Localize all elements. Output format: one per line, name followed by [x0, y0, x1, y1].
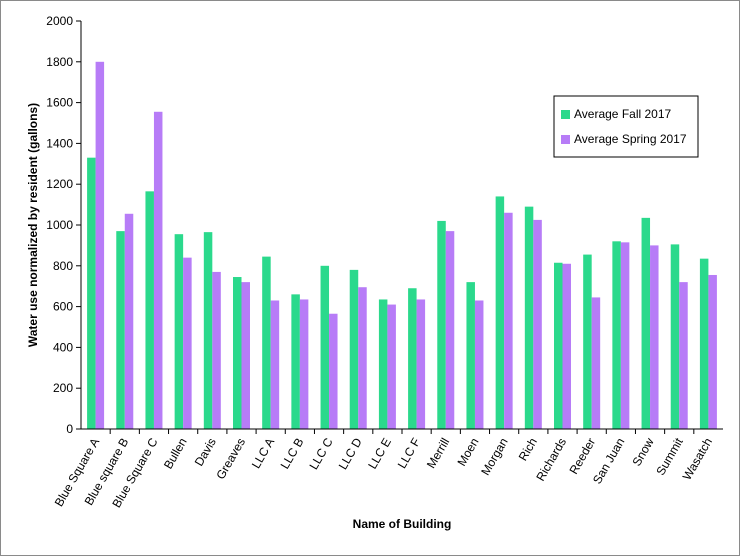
bar-fall	[408, 288, 417, 429]
y-tick-label: 400	[53, 340, 73, 354]
x-tick-label: Morgan	[478, 436, 510, 478]
bar-spring	[358, 287, 367, 429]
x-tick-label: LLC B	[278, 436, 307, 472]
y-tick-label: 2000	[46, 14, 73, 28]
x-tick-label: LLC E	[365, 436, 394, 472]
bar-spring	[270, 300, 280, 429]
x-tick-label: Rich	[516, 436, 540, 464]
y-tick-label: 600	[53, 300, 73, 314]
y-tick-label: 1800	[46, 55, 73, 69]
bar-fall	[495, 196, 505, 429]
bar-fall	[291, 294, 300, 429]
bar-fall	[116, 231, 125, 429]
x-tick-label: LLC C	[307, 435, 336, 472]
bar-fall	[145, 191, 154, 429]
bar-spring	[416, 299, 426, 429]
bar-spring	[474, 300, 484, 429]
legend-box	[553, 95, 699, 158]
bar-spring	[153, 111, 163, 429]
x-tick-label: LLC A	[249, 436, 277, 471]
bar-spring	[620, 242, 630, 429]
bar-fall	[87, 157, 96, 429]
bar-spring	[708, 274, 717, 429]
bar-fall	[554, 262, 563, 429]
bar-spring	[95, 61, 105, 430]
y-axis-title: Water use normalized by resident (gallon…	[26, 103, 40, 347]
x-tick-label: Moen	[454, 436, 481, 469]
legend-label-fall: Average Fall 2017	[574, 107, 672, 121]
bar-spring	[591, 297, 601, 429]
bar-spring	[124, 213, 134, 429]
bar-spring	[445, 231, 455, 429]
bar-fall	[583, 254, 592, 429]
bar-fall	[670, 244, 680, 429]
bar-fall	[699, 258, 709, 429]
bar-spring	[299, 299, 309, 429]
bar-fall	[524, 206, 534, 429]
bar-spring	[562, 263, 571, 429]
bar-spring	[183, 257, 192, 429]
y-tick-label: 800	[53, 259, 73, 273]
bar-fall	[174, 234, 184, 429]
bar-fall	[437, 220, 446, 429]
bar-fall	[233, 277, 242, 429]
y-tick-label: 0	[66, 422, 73, 436]
y-tick-label: 200	[53, 381, 73, 395]
bar-spring	[650, 245, 659, 429]
y-axis: 0 200 400 600 800 1000 1200 1400 1600 1800 2000	[46, 14, 82, 436]
bar-fall	[262, 256, 271, 429]
bar-spring	[679, 282, 688, 429]
bar-fall	[203, 232, 213, 429]
x-tick-label: Merrill	[424, 436, 452, 471]
bar-spring	[504, 212, 513, 429]
legend-swatch-spring	[561, 135, 570, 144]
bars	[87, 61, 717, 430]
y-tick-label: 1600	[46, 96, 73, 110]
legend-swatch-fall	[561, 110, 570, 119]
bar-fall	[466, 282, 475, 429]
y-tick-label: 1200	[46, 177, 73, 191]
x-tick-label: Davis	[192, 436, 219, 469]
legend-label-spring: Average Spring 2017	[574, 132, 687, 146]
x-tick-label: LLC D	[336, 435, 365, 472]
legend: Average Fall 2017 Average Spring 2017	[553, 95, 699, 158]
x-tick-label: LLC F	[395, 436, 423, 471]
bar-fall	[612, 241, 621, 429]
y-tick-label: 1000	[46, 218, 73, 232]
bar-spring	[212, 271, 221, 429]
x-axis-title: Name of Building	[353, 517, 452, 531]
x-tick-label: Reeder	[566, 435, 598, 476]
bar-spring	[329, 313, 338, 429]
x-tick-label: Snow	[630, 435, 657, 468]
bar-fall	[320, 265, 330, 429]
bar-spring	[387, 304, 396, 429]
bar-fall	[641, 217, 651, 429]
bar-fall	[378, 299, 388, 429]
y-tick-label: 1400	[46, 136, 73, 150]
bar-spring	[533, 219, 542, 429]
bar-spring	[241, 282, 250, 429]
x-tick-label: Bullen	[161, 436, 190, 472]
bar-fall	[349, 269, 359, 429]
